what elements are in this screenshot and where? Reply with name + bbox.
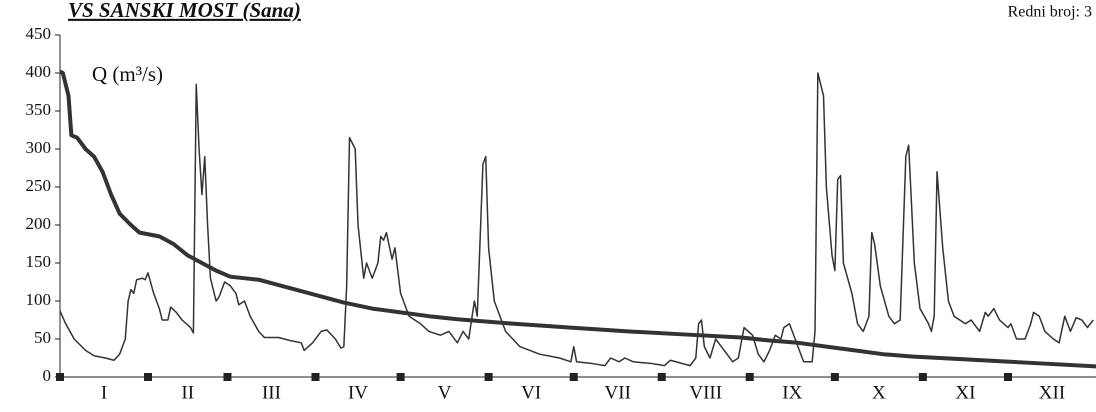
y-tick-label: 300: [26, 138, 52, 157]
x-tick-label: V: [438, 382, 452, 403]
chart-title: VS SANSKI MOST (Sana): [68, 0, 301, 22]
x-tick: [569, 373, 578, 381]
x-tick: [918, 373, 927, 381]
y-tick-label: 250: [26, 176, 52, 195]
y-tick-label: 0: [43, 366, 52, 385]
y-axis-label: Q (m³/s): [92, 62, 163, 86]
y-tick-label: 200: [26, 214, 52, 233]
y-tick-label: 50: [34, 328, 51, 347]
x-tick-label: IX: [782, 382, 802, 403]
x-tick: [830, 373, 839, 381]
subtitle: Redni broj: 3: [1008, 4, 1092, 21]
y-tick-label: 350: [26, 100, 52, 119]
x-tick-label: III: [262, 382, 281, 403]
x-tick: [1004, 373, 1013, 381]
x-tick: [143, 373, 152, 381]
y-tick-label: 150: [26, 252, 52, 271]
x-tick-label: VIII: [689, 382, 722, 403]
x-tick: [657, 373, 666, 381]
y-tick-label: 450: [26, 24, 52, 43]
x-tick-label: I: [101, 382, 107, 403]
x-tick: [56, 373, 64, 381]
x-tick-label: IV: [348, 382, 368, 403]
y-tick-label: 100: [26, 290, 52, 309]
series-line: [59, 69, 1096, 369]
y-tick-label: 400: [26, 62, 52, 81]
series-line: [59, 72, 1094, 367]
x-tick: [484, 373, 493, 381]
x-tick: [396, 373, 405, 381]
x-tick-label: VI: [521, 382, 541, 403]
x-tick-label: XII: [1039, 382, 1065, 403]
x-tick-label: VII: [605, 382, 631, 403]
x-tick: [223, 373, 232, 381]
x-tick: [311, 373, 320, 381]
x-tick-label: X: [872, 382, 886, 403]
x-tick: [745, 373, 754, 381]
x-tick-label: XI: [955, 382, 975, 403]
x-tick-label: II: [181, 382, 194, 403]
